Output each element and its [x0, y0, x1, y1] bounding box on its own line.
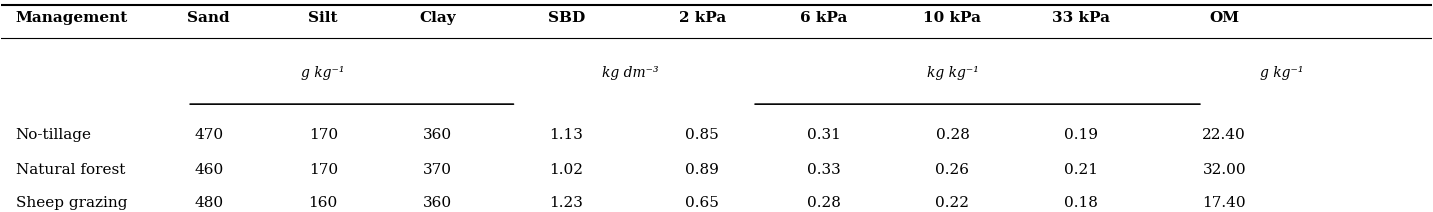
Text: g kg⁻¹: g kg⁻¹	[1260, 66, 1303, 80]
Text: 0.26: 0.26	[936, 163, 970, 177]
Text: Silt: Silt	[308, 11, 338, 25]
Text: 1.13: 1.13	[549, 128, 583, 142]
Text: 170: 170	[308, 128, 338, 142]
Text: 32.00: 32.00	[1202, 163, 1247, 177]
Text: 360: 360	[423, 128, 453, 142]
Text: 0.21: 0.21	[1065, 163, 1098, 177]
Text: 6 kPa: 6 kPa	[800, 11, 847, 25]
Text: 0.22: 0.22	[936, 196, 970, 210]
Text: 1.23: 1.23	[549, 196, 583, 210]
Text: 480: 480	[195, 196, 224, 210]
Text: 0.18: 0.18	[1065, 196, 1098, 210]
Text: 0.31: 0.31	[807, 128, 841, 142]
Text: Sheep grazing: Sheep grazing	[16, 196, 128, 210]
Text: 160: 160	[308, 196, 338, 210]
Text: Clay: Clay	[420, 11, 456, 25]
Text: 360: 360	[423, 196, 453, 210]
Text: 10 kPa: 10 kPa	[923, 11, 982, 25]
Text: 170: 170	[308, 163, 338, 177]
Text: 0.89: 0.89	[685, 163, 719, 177]
Text: 460: 460	[193, 163, 224, 177]
Text: 17.40: 17.40	[1202, 196, 1247, 210]
Text: No-tillage: No-tillage	[16, 128, 92, 142]
Text: 0.28: 0.28	[936, 128, 969, 142]
Text: kg kg⁻¹: kg kg⁻¹	[927, 66, 979, 80]
Text: Sand: Sand	[188, 11, 231, 25]
Text: 0.28: 0.28	[807, 196, 841, 210]
Text: SBD: SBD	[547, 11, 585, 25]
Text: OM: OM	[1209, 11, 1240, 25]
Text: 1.02: 1.02	[549, 163, 583, 177]
Text: 2 kPa: 2 kPa	[679, 11, 727, 25]
Text: g kg⁻¹: g kg⁻¹	[301, 66, 345, 80]
Text: Management: Management	[16, 11, 128, 25]
Text: 0.65: 0.65	[685, 196, 719, 210]
Text: Natural forest: Natural forest	[16, 163, 125, 177]
Text: kg dm⁻³: kg dm⁻³	[602, 66, 659, 80]
Text: 370: 370	[423, 163, 451, 177]
Text: 33 kPa: 33 kPa	[1052, 11, 1111, 25]
Text: 0.33: 0.33	[807, 163, 841, 177]
Text: 0.19: 0.19	[1065, 128, 1098, 142]
Text: 0.85: 0.85	[685, 128, 719, 142]
Text: 22.40: 22.40	[1202, 128, 1247, 142]
Text: 470: 470	[195, 128, 224, 142]
